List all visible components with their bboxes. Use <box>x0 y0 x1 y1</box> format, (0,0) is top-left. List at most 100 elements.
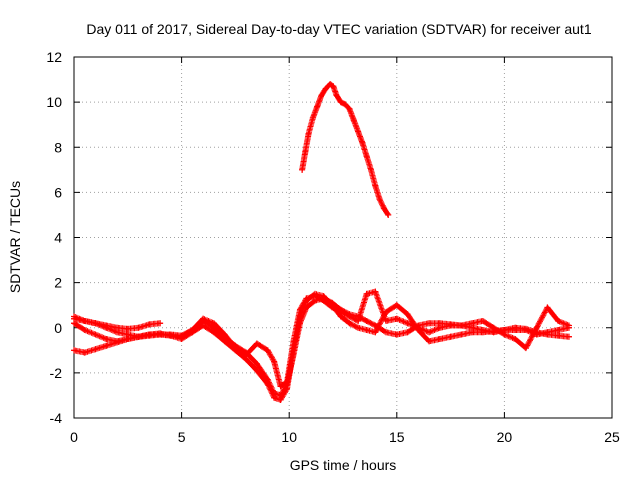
data-point <box>320 297 327 304</box>
data-point <box>512 327 519 334</box>
data-point <box>490 324 497 331</box>
y-tick-label: -4 <box>50 410 63 426</box>
series-track-b <box>71 295 572 399</box>
data-point <box>264 381 271 388</box>
chart-title: Day 011 of 2017, Sidereal Day-to-day VTE… <box>86 21 591 37</box>
data-point <box>309 114 316 121</box>
y-tick-label: 8 <box>54 139 62 155</box>
data-point <box>81 317 88 324</box>
y-tick-label: 6 <box>54 184 62 200</box>
data-point <box>232 345 239 352</box>
data-point <box>426 329 433 336</box>
data-point <box>71 320 77 327</box>
data-point <box>501 331 508 338</box>
data-point <box>346 105 353 112</box>
data-point <box>103 324 110 331</box>
y-tick-label: 0 <box>54 320 62 336</box>
y-tick-label: -2 <box>50 365 63 381</box>
series-markers <box>71 295 572 399</box>
data-point <box>333 92 340 99</box>
data-point <box>271 394 278 401</box>
y-tick-label: 12 <box>46 49 62 65</box>
x-tick-label: 5 <box>178 429 186 445</box>
data-point <box>393 331 400 338</box>
data-point <box>271 358 278 365</box>
data-point <box>81 327 88 334</box>
data-point <box>337 99 344 106</box>
data-point <box>426 320 433 327</box>
data-point <box>305 130 312 137</box>
data-series <box>71 81 572 403</box>
data-point <box>210 320 217 327</box>
x-tick-label: 0 <box>70 429 78 445</box>
data-point <box>103 336 110 343</box>
x-tick-label: 25 <box>604 429 620 445</box>
data-point <box>318 92 325 99</box>
data-point <box>359 139 366 146</box>
data-point <box>346 320 353 327</box>
data-point <box>178 332 185 339</box>
data-point <box>522 327 529 334</box>
data-point <box>327 81 334 88</box>
data-point <box>372 288 379 295</box>
data-point <box>458 322 465 329</box>
data-point <box>380 205 387 212</box>
data-point <box>329 304 336 311</box>
data-point <box>146 332 153 339</box>
data-point <box>146 321 153 328</box>
data-point <box>167 331 174 338</box>
data-point <box>135 324 142 331</box>
data-point <box>376 196 383 203</box>
data-point <box>436 324 443 331</box>
data-point <box>512 336 519 343</box>
data-point <box>350 117 357 124</box>
data-point <box>92 331 99 338</box>
data-point <box>447 333 454 340</box>
data-point <box>469 320 476 327</box>
series-markers <box>71 290 572 403</box>
data-point <box>71 313 77 320</box>
data-point <box>284 385 291 392</box>
data-point <box>157 331 164 338</box>
data-point <box>114 329 121 336</box>
data-point <box>355 317 362 324</box>
data-point <box>372 182 379 189</box>
data-point <box>447 322 454 329</box>
data-point <box>303 295 310 302</box>
series-track-c <box>71 290 572 403</box>
y-tick-label: 10 <box>46 94 62 110</box>
data-point <box>565 322 572 329</box>
series-track-d <box>71 288 572 390</box>
data-point <box>81 349 88 356</box>
data-point <box>363 317 370 324</box>
data-point <box>200 315 207 322</box>
data-point <box>555 317 562 324</box>
data-point <box>355 324 362 331</box>
data-point <box>342 101 349 108</box>
data-point <box>221 331 228 338</box>
data-point <box>436 336 443 343</box>
data-point <box>135 333 142 340</box>
data-point <box>565 333 572 340</box>
y-axis-label: SDTVAR / TECUs <box>7 181 23 293</box>
data-point <box>337 308 344 315</box>
data-point <box>92 346 99 353</box>
data-point <box>544 304 551 311</box>
data-point <box>522 345 529 352</box>
data-point <box>264 347 271 354</box>
x-tick-label: 10 <box>281 429 297 445</box>
data-point <box>114 339 121 346</box>
data-point <box>253 367 260 374</box>
data-point <box>372 329 379 336</box>
data-point <box>210 329 217 336</box>
data-point <box>415 324 422 331</box>
data-point <box>103 342 110 349</box>
data-point <box>277 383 284 390</box>
data-point <box>479 317 486 324</box>
data-point <box>312 293 319 300</box>
data-point <box>367 166 374 173</box>
data-point <box>71 347 77 354</box>
data-point <box>404 311 411 318</box>
x-tick-label: 20 <box>497 429 513 445</box>
